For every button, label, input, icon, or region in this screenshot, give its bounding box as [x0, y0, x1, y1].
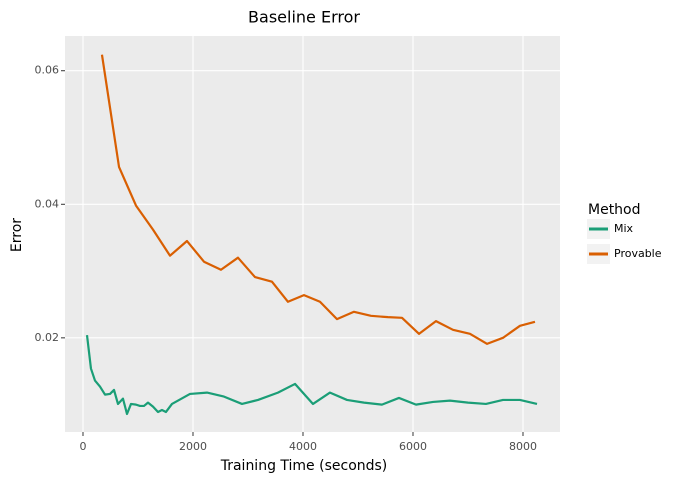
y-tick-label: 0.06 — [35, 64, 60, 77]
legend-label: Provable — [614, 247, 662, 260]
y-axis-title: Error — [9, 218, 25, 252]
series-line — [85, 335, 538, 416]
y-tick-label: 0.02 — [35, 331, 60, 344]
x-tick-label: 6000 — [399, 440, 427, 453]
x-axis-title: Training Time (seconds) — [220, 458, 388, 474]
legend-title: Method — [588, 202, 641, 218]
plot-panel — [65, 36, 560, 432]
y-tick-label: 0.04 — [35, 197, 60, 210]
legend-label: Mix — [614, 222, 634, 235]
x-tick-label: 8000 — [509, 440, 537, 453]
x-tick-label: 0 — [79, 440, 86, 453]
x-tick-label: 4000 — [289, 440, 317, 453]
series-line — [100, 54, 536, 345]
x-tick-label: 2000 — [179, 440, 207, 453]
chart-title: Baseline Error — [248, 8, 360, 27]
